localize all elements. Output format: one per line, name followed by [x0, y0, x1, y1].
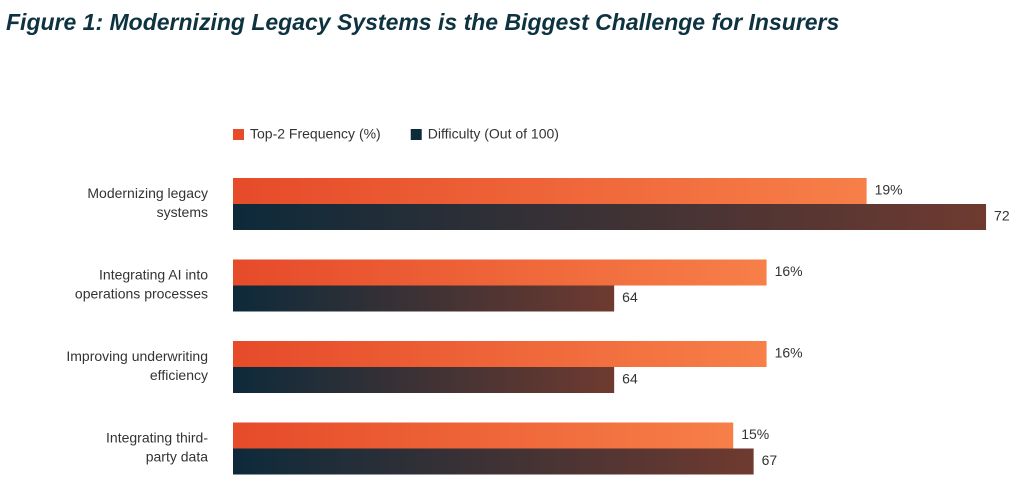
category-label: systems	[157, 204, 208, 220]
legend-label: Top-2 Frequency (%)	[250, 126, 381, 142]
bar	[233, 448, 754, 475]
legend-swatch	[410, 129, 422, 140]
value-label: 19%	[875, 182, 903, 198]
category-label: party data	[146, 449, 208, 465]
bar	[233, 259, 767, 286]
value-label: 64	[622, 371, 638, 387]
bar	[233, 341, 767, 367]
value-label: 16%	[775, 345, 803, 361]
value-label: 15%	[741, 426, 769, 442]
category-label: Integrating third-	[106, 430, 208, 446]
bar	[233, 178, 867, 204]
value-label: 72	[994, 208, 1010, 224]
bar	[233, 204, 987, 230]
legend-label: Difficulty (Out of 100)	[428, 126, 559, 142]
category-label: operations processes	[75, 286, 208, 302]
chart-title: Figure 1: Modernizing Legacy Systems is …	[6, 9, 839, 35]
category-label: Integrating AI into	[99, 267, 208, 283]
legend-swatch	[233, 129, 244, 140]
bar	[233, 422, 734, 449]
category-label: efficiency	[150, 367, 208, 383]
value-label: 64	[622, 289, 638, 305]
bar	[233, 285, 615, 312]
value-label: 16%	[775, 263, 803, 279]
category-label: Improving underwriting	[66, 348, 208, 364]
value-label: 67	[762, 452, 778, 468]
category-label: Modernizing legacy	[87, 185, 208, 201]
bar	[233, 367, 615, 393]
